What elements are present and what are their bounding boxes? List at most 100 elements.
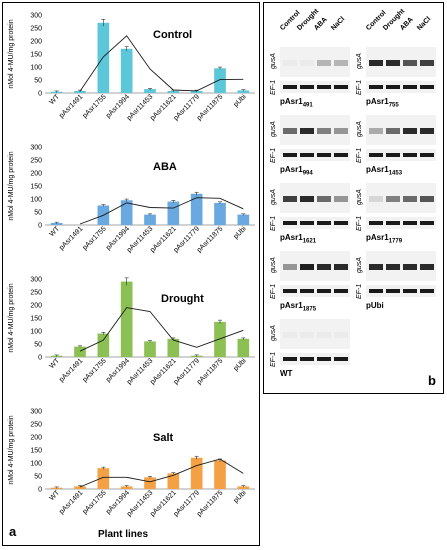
bar [144, 89, 156, 93]
gel-ef-row [280, 353, 350, 365]
ef-row-label: EF-1 [356, 79, 363, 95]
gel-band [300, 264, 314, 270]
gel-name-sub: 755 [388, 102, 399, 109]
gel-band [317, 153, 331, 157]
x-tick-label: WT [48, 489, 61, 502]
x-tick-label: WT [48, 357, 61, 370]
bar [144, 341, 156, 357]
gel-ef-row [280, 217, 350, 229]
gel-band [420, 196, 434, 202]
gel-band [334, 289, 348, 293]
bar [97, 333, 110, 357]
gel-band [300, 221, 314, 225]
gel-band [283, 264, 297, 270]
lane-header: NaCl [416, 15, 433, 32]
gel-name: pUbi [366, 301, 384, 310]
y-axis-label: nMol 4-MU/mg protein [8, 283, 15, 352]
gel-band [300, 153, 314, 157]
gel-band [403, 60, 417, 66]
x-tick-label: pAsr1491 [58, 93, 84, 119]
y-tick-label: 300 [30, 13, 42, 20]
gel-band [283, 357, 297, 361]
gel-band [300, 128, 314, 134]
y-tick-label: 150 [30, 184, 42, 191]
y-tick-label: 300 [30, 409, 42, 416]
ef-row-label: EF-1 [356, 283, 363, 299]
gel-gus-row [280, 319, 350, 349]
x-tick-label: pAsr1491 [58, 489, 84, 515]
bar [120, 486, 133, 489]
gel-name-sub: 1779 [388, 238, 403, 245]
gel-band [334, 85, 348, 89]
gel-band [334, 196, 348, 202]
gel-band [334, 332, 348, 338]
bar [97, 22, 110, 93]
gus-row-label: gusA [270, 53, 277, 69]
y-tick-label: 250 [30, 422, 42, 429]
x-tick-label: pAsr1491 [58, 357, 84, 383]
ef-row-label: EF-1 [270, 351, 277, 367]
bar [214, 460, 226, 489]
gel-name-sub: 1453 [388, 170, 403, 177]
gel-gus-row [280, 47, 350, 77]
gus-row-label: gusA [270, 189, 277, 205]
y-tick-label: 300 [30, 277, 42, 284]
gel-band [317, 128, 331, 134]
bar [74, 486, 86, 489]
x-tick-label: pAsr1755 [82, 357, 108, 383]
gel-name-main: pAsr1 [280, 165, 303, 174]
bar [120, 48, 133, 93]
gel-band [420, 289, 434, 293]
chart-title: ABA [153, 161, 177, 173]
gel-band [403, 128, 417, 134]
gel-band [369, 289, 383, 293]
trend-line [79, 307, 244, 352]
gel-name: pAsr11779 [366, 233, 402, 245]
y-tick-label: 50 [34, 210, 42, 217]
y-tick-label: 0 [38, 487, 42, 494]
y-tick-label: 0 [38, 91, 42, 98]
gel-ef-row [280, 285, 350, 297]
ef-row-label: EF-1 [270, 283, 277, 299]
y-tick-label: 50 [34, 474, 42, 481]
y-tick-label: 150 [30, 52, 42, 59]
lane-header: NaCl [330, 15, 347, 32]
gel-name: pAsr1755 [366, 97, 399, 109]
gel-band [403, 85, 417, 89]
gel-band [420, 264, 434, 270]
bar [214, 202, 226, 225]
gel-band [386, 264, 400, 270]
gel-ef-row [366, 149, 436, 161]
bar [144, 214, 156, 225]
panel-a: nMol 4-MU/mg protein 0 50 100 150 200 250 300 WT… [2, 2, 260, 546]
gel-gus-row [280, 251, 350, 281]
gel-band [386, 128, 400, 134]
gel-band [369, 60, 383, 66]
gel-name-sub: 994 [302, 170, 313, 177]
gel-gus-row [280, 183, 350, 213]
chart-salt: nMol 4-MU/mg protein 0 50 100 150 200 250 300 WT… [8, 409, 255, 518]
bar [167, 201, 180, 225]
bar [237, 90, 250, 93]
gel-band [369, 153, 383, 157]
y-tick-label: 200 [30, 435, 42, 442]
bar [167, 473, 180, 489]
lane-header: ABA [313, 16, 329, 32]
lane-header: ABA [399, 16, 415, 32]
gel-name: pAsr1491 [280, 97, 313, 109]
y-tick-label: 100 [30, 65, 42, 72]
ef-row-label: EF-1 [270, 215, 277, 231]
gel-band [369, 221, 383, 225]
gel-band [334, 264, 348, 270]
gel-band [300, 196, 314, 202]
gel-name-main: pAsr1 [366, 165, 389, 174]
gel-band [386, 153, 400, 157]
gus-row-label: gusA [270, 325, 277, 341]
x-tick-label: pUbi [233, 225, 248, 240]
gel-band [386, 196, 400, 202]
gel-band [334, 60, 348, 66]
gel-name: WT [280, 369, 292, 378]
chart-title: Drought [161, 293, 204, 305]
gel-name: pAsr11453 [366, 165, 402, 177]
gus-row-label: gusA [356, 121, 363, 137]
